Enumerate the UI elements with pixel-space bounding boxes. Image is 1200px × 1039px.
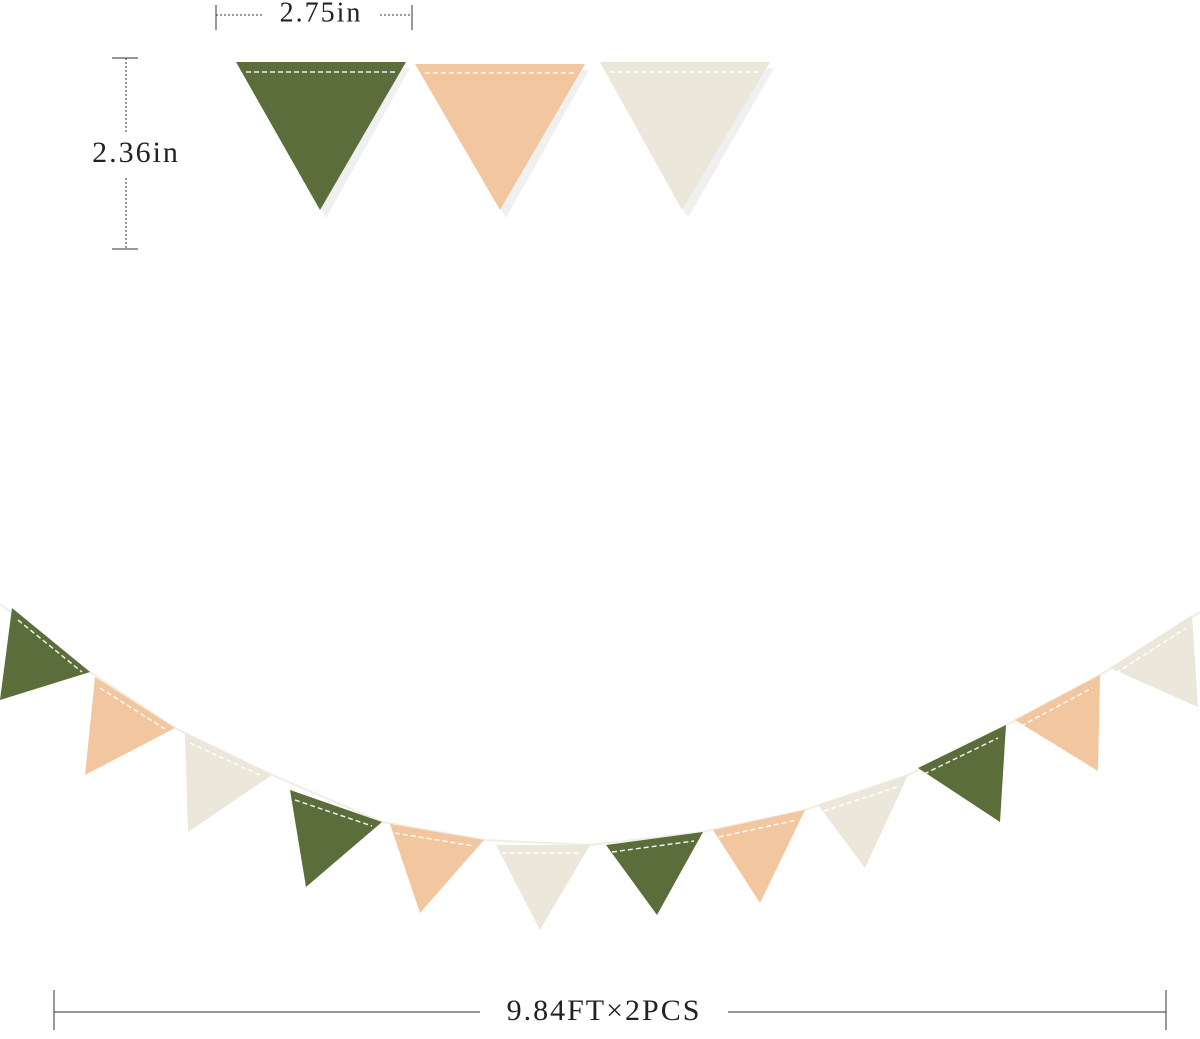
width-label: 2.75in bbox=[280, 0, 363, 28]
length-dimension: 9.84FT×2PCS bbox=[53, 990, 1167, 1030]
height-dimension: 2.36in bbox=[92, 57, 180, 250]
height-label: 2.36in bbox=[92, 136, 180, 169]
garland bbox=[0, 603, 1200, 930]
width-dimension: 2.75in bbox=[215, 0, 413, 30]
sample-flags bbox=[236, 62, 774, 218]
length-label: 9.84FT×2PCS bbox=[507, 994, 702, 1027]
